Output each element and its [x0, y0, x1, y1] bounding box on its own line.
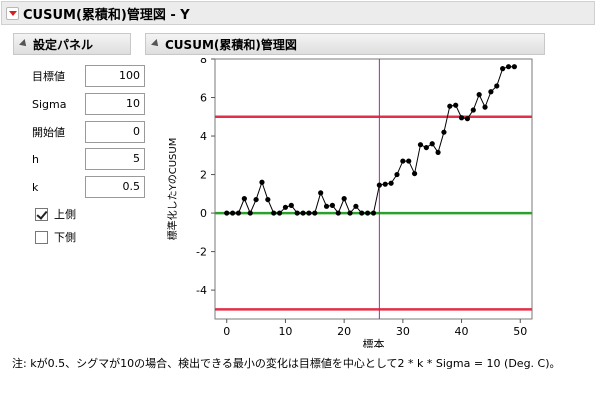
y-tick-label: 4 [200, 130, 207, 143]
cusum-point [365, 210, 371, 216]
h-row: h 5 [32, 148, 145, 170]
y-tick-label: -4 [196, 284, 207, 297]
cusum-point [482, 104, 488, 110]
red-triangle-menu-icon[interactable] [6, 6, 19, 20]
cusum-point [318, 190, 324, 196]
cusum-point [259, 179, 265, 185]
lower-checkbox-label: 下側 [54, 231, 76, 244]
cusum-point [400, 158, 406, 164]
report-title: CUSUM(累積和)管理図 - Y [23, 7, 190, 23]
chart-outline-header[interactable]: CUSUM(累積和)管理図 [145, 33, 545, 55]
cusum-point [453, 102, 459, 108]
cusum-point [341, 196, 347, 202]
plot-frame [214, 58, 533, 320]
upper-checkbox[interactable] [35, 207, 48, 221]
cusum-point [282, 204, 289, 210]
cusum-point [253, 196, 259, 203]
cusum-point [294, 210, 300, 216]
cusum-point [411, 170, 418, 177]
cusum-point [306, 210, 312, 216]
upper-checkbox-label: 上側 [54, 208, 76, 221]
chart-title: CUSUM(累積和)管理図 [165, 37, 297, 52]
head-start-label: 開始値 [32, 126, 65, 139]
cusum-point [429, 141, 435, 147]
y-axis-label: 標準化したYのCUSUM [166, 138, 179, 241]
cusum-point [476, 92, 482, 98]
cusum-point [235, 210, 242, 216]
cusum-point [359, 210, 365, 216]
cusum-point [435, 149, 441, 156]
y-tick-label: 8 [200, 58, 207, 66]
footnote: 注: kが0.5、シグマが10の場合、検出できる最小の変化は目標値を中心として2… [12, 357, 561, 370]
target-label: 目標値 [32, 70, 65, 83]
h-label: h [32, 152, 39, 166]
disclosure-icon[interactable] [19, 39, 29, 49]
cusum-point [406, 158, 412, 164]
cusum-chart: -4 -2 0 2 4 6 8 0 10 20 30 40 50 標本 標準化したYのCUSUM [166, 58, 533, 348]
cusum-point [458, 115, 465, 121]
x-tick-label: 0 [223, 325, 230, 338]
y-tick-label: 2 [200, 169, 207, 182]
sigma-row: Sigma 10 [32, 93, 145, 115]
cusum-point [464, 116, 471, 122]
settings-panel-title: 設定パネル [33, 37, 94, 52]
h-input[interactable]: 5 [85, 148, 145, 170]
cusum-point [353, 203, 359, 209]
lower-checkbox[interactable] [35, 230, 48, 244]
cusum-point [288, 202, 294, 208]
cusum-point [470, 107, 476, 113]
cusum-point [388, 180, 394, 186]
cusum-point [329, 202, 336, 208]
cusum-point [276, 210, 283, 216]
cusum-point [505, 64, 512, 70]
lower-checkbox-row[interactable]: 下側 [35, 229, 76, 245]
x-axis-label: 標本 [363, 337, 385, 348]
x-tick-label: 40 [455, 325, 469, 338]
cusum-point [241, 196, 247, 202]
cusum-point [423, 144, 429, 151]
cusum-point [271, 210, 277, 216]
cusum-point [300, 210, 306, 216]
y-tick-label: 6 [200, 92, 207, 105]
x-tick-label: 10 [278, 325, 292, 338]
cusum-point [447, 103, 453, 109]
target-input[interactable]: 100 [85, 65, 145, 87]
cusum-point [382, 181, 388, 187]
sigma-input[interactable]: 10 [85, 93, 145, 115]
y-tick-label: -2 [196, 246, 207, 259]
cusum-point [376, 182, 382, 188]
cusum-point [247, 210, 253, 216]
cusum-point [312, 210, 318, 216]
cusum-point [370, 210, 377, 216]
y-tick-label: 0 [200, 207, 207, 220]
cusum-point [500, 66, 506, 72]
upper-checkbox-row[interactable]: 上側 [35, 206, 76, 222]
k-label: k [32, 180, 39, 194]
x-tick-label: 20 [337, 325, 351, 338]
cusum-point [323, 203, 330, 209]
cusum-point [488, 89, 494, 95]
cusum-point [394, 171, 400, 178]
cusum-point [335, 210, 341, 216]
cusum-point [441, 129, 447, 135]
x-tick-label: 50 [513, 325, 527, 338]
target-row: 目標値 100 [32, 65, 145, 87]
cusum-point [347, 210, 353, 216]
main-outline-header[interactable]: CUSUM(累積和)管理図 - Y [1, 1, 595, 25]
cusum-point [265, 196, 271, 203]
sigma-label: Sigma [32, 97, 67, 111]
k-row: k 0.5 [32, 176, 145, 198]
cusum-point [511, 64, 517, 70]
cusum-point [230, 210, 236, 216]
disclosure-icon[interactable] [151, 39, 161, 49]
x-tick-label: 30 [396, 325, 410, 338]
k-input[interactable]: 0.5 [85, 176, 145, 198]
cusum-point [494, 83, 500, 89]
cusum-point [224, 210, 230, 216]
settings-panel-header[interactable]: 設定パネル [13, 33, 131, 55]
cusum-point [417, 142, 424, 148]
head-start-input[interactable]: 0 [85, 121, 145, 143]
head-start-row: 開始値 0 [32, 121, 145, 143]
